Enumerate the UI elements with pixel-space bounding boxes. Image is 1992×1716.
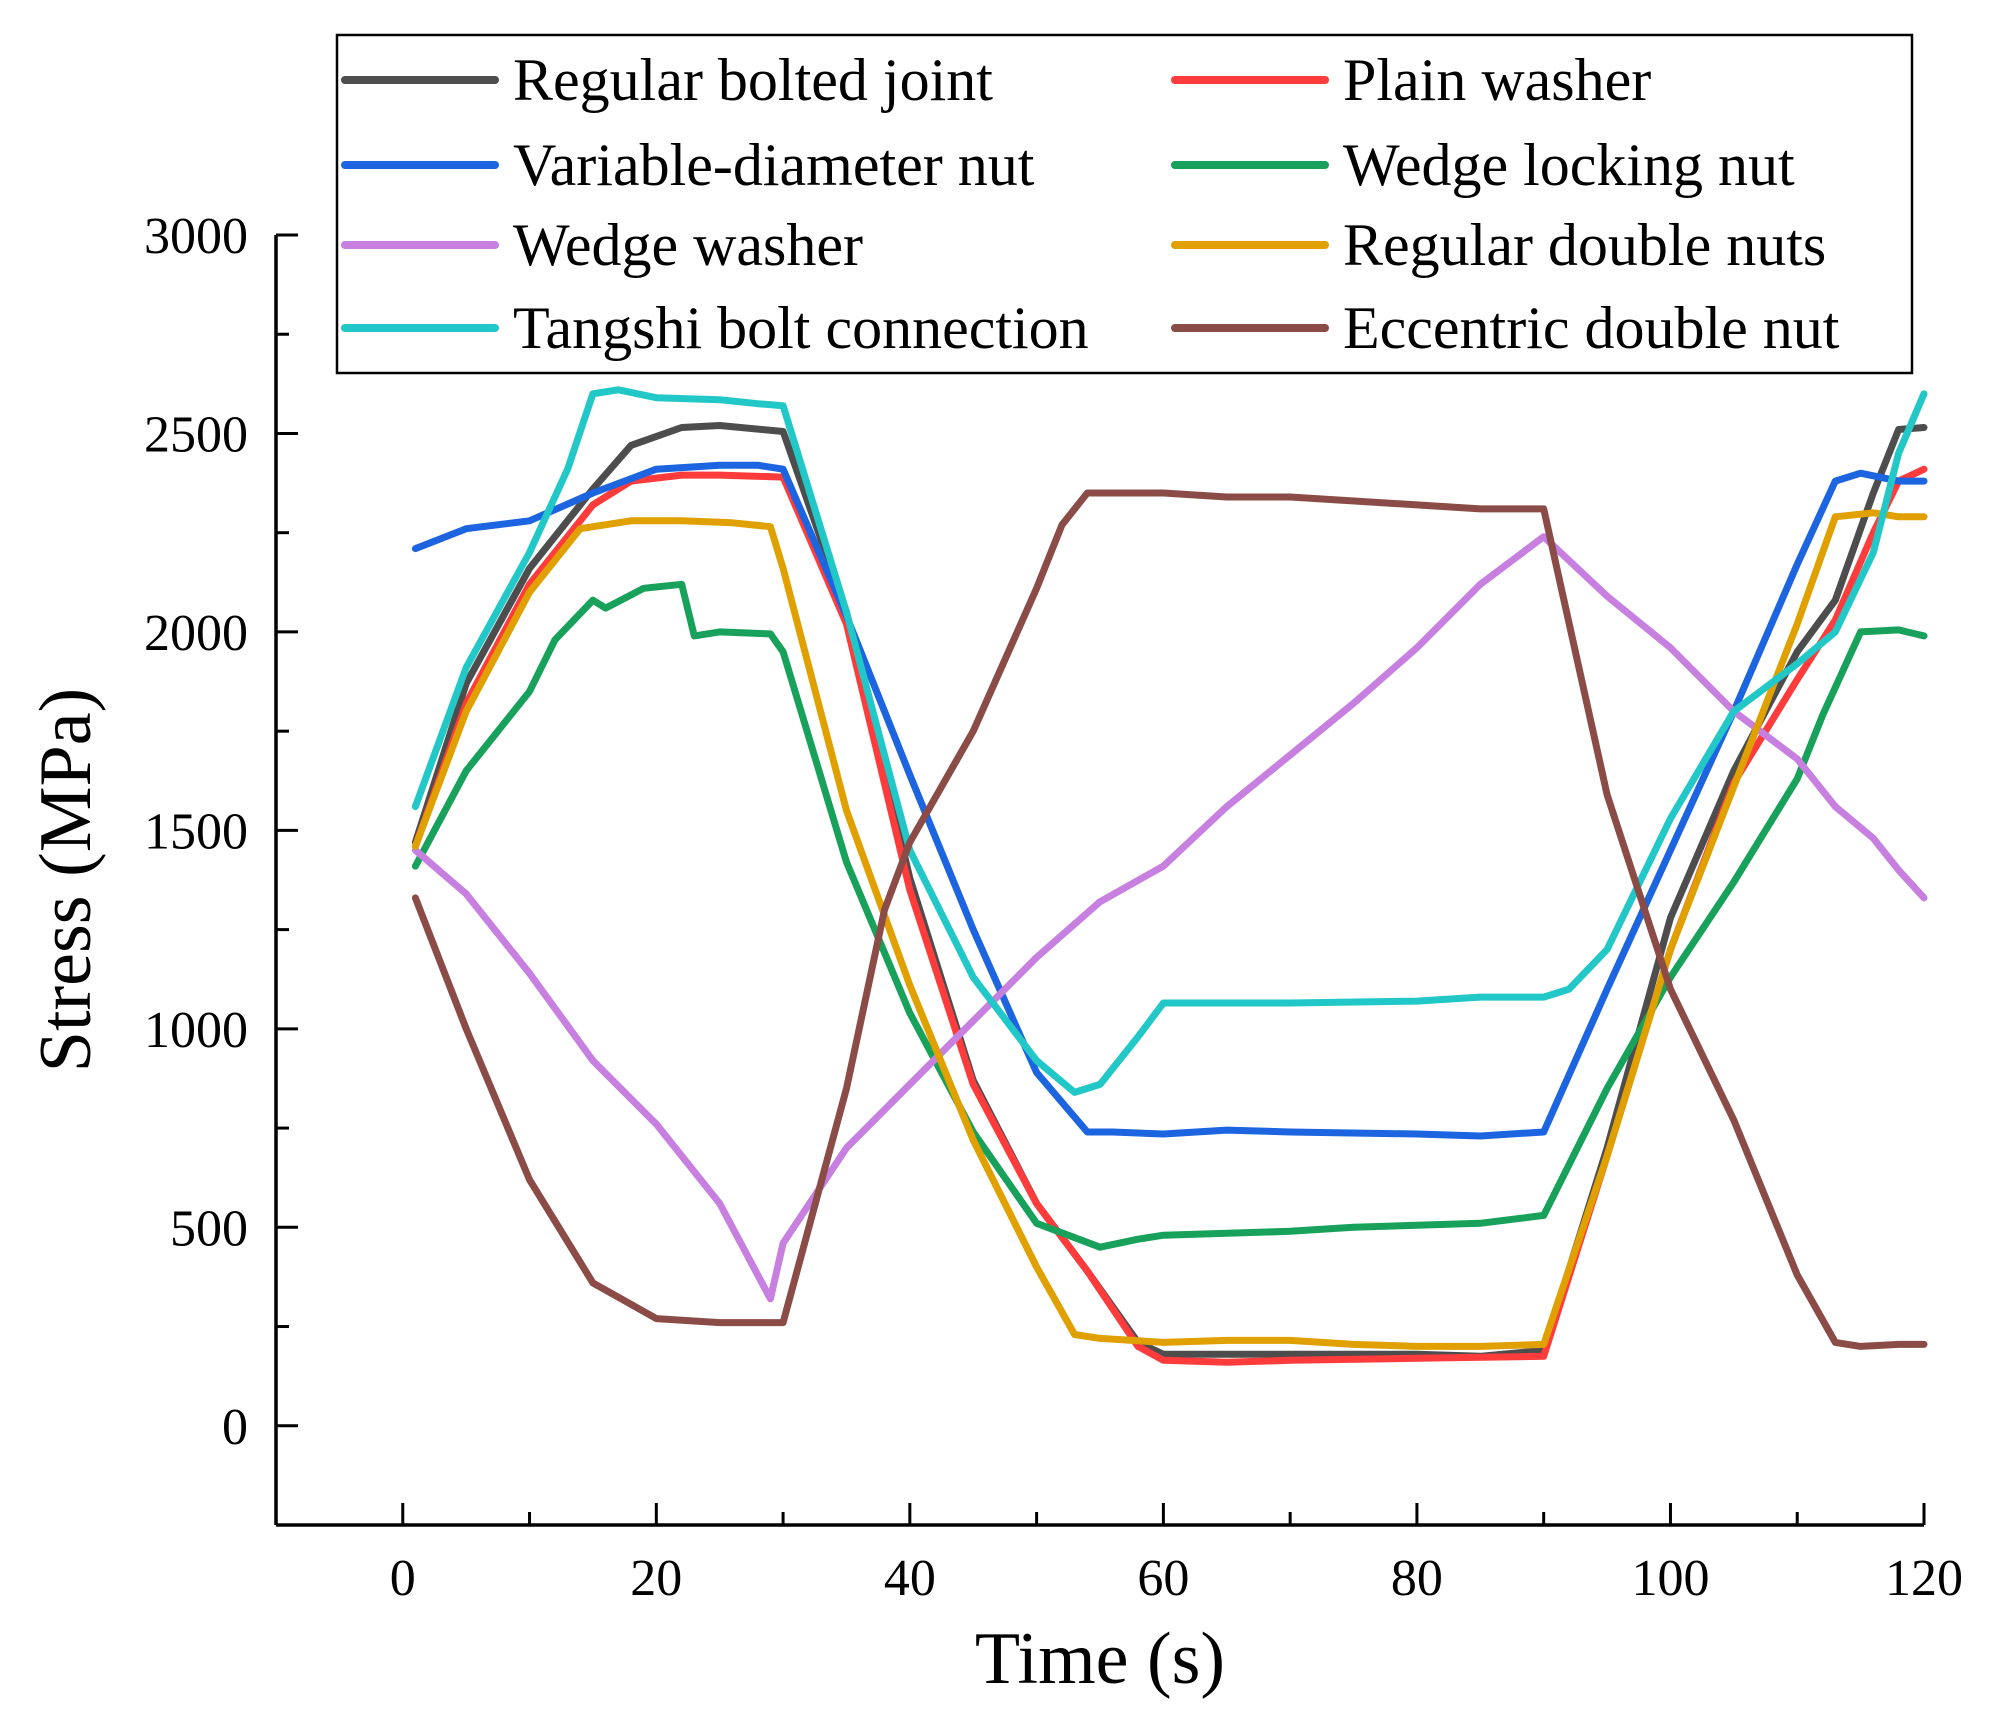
x-tick-label: 120 <box>1885 1550 1963 1607</box>
series-line-eccentric-double-nut <box>411 489 1928 1350</box>
legend-item-variable-diameter-nut: Variable-diameter nut <box>341 132 1035 198</box>
x-tick-label: 60 <box>1137 1550 1189 1607</box>
legend-label: Wedge washer <box>513 212 863 278</box>
legend-label: Tangshi bolt connection <box>513 295 1089 361</box>
series-line-tangshi-bolt-connection <box>411 386 1928 1096</box>
series-lines <box>411 386 1928 1366</box>
legend-item-wedge-washer: Wedge washer <box>341 212 863 278</box>
x-tick-label: 100 <box>1631 1550 1709 1607</box>
axes: 0 20 40 60 80 100 120 0 500 1000 1500 2000 2500 3000 T… <box>25 208 1963 1700</box>
series-line-regular-bolted-joint <box>411 422 1928 1360</box>
y-axis-title: Stress (MPa) <box>25 688 107 1072</box>
y-tick-label: 2500 <box>144 406 248 463</box>
legend-label: Wedge locking nut <box>1343 132 1795 198</box>
y-tick-label: 0 <box>222 1399 248 1456</box>
y-tick-label: 500 <box>170 1200 248 1257</box>
y-tick-label: 2000 <box>144 605 248 662</box>
legend-item-plain-washer: Plain washer <box>1171 47 1651 113</box>
series-line-plain-washer <box>411 465 1928 1366</box>
x-tick-label: 40 <box>884 1550 936 1607</box>
legend-label: Eccentric double nut <box>1343 295 1840 361</box>
series-line-wedge-locking-nut <box>411 580 1928 1251</box>
legend-item-regular-bolted-joint: Regular bolted joint <box>341 47 993 113</box>
y-tick-label: 1500 <box>144 803 248 860</box>
series-line-wedge-washer <box>411 533 1928 1303</box>
x-tick-label: 0 <box>390 1550 416 1607</box>
legend-label: Plain washer <box>1343 47 1651 113</box>
x-axis-title: Time (s) <box>975 1618 1225 1700</box>
legend-item-tangshi-bolt-connection: Tangshi bolt connection <box>341 295 1089 361</box>
legend-label: Regular bolted joint <box>513 47 993 113</box>
series-line-regular-double-nuts <box>411 509 1928 1350</box>
legend-box <box>335 33 1914 375</box>
x-tick-label: 20 <box>630 1550 682 1607</box>
legend-label: Variable-diameter nut <box>513 132 1035 198</box>
y-tick-label: 3000 <box>144 208 248 265</box>
legend-label: Regular double nuts <box>1343 212 1826 278</box>
legend: Regular bolted joint Plain washer Variable… <box>335 33 1914 375</box>
legend-item-wedge-locking-nut: Wedge locking nut <box>1171 132 1795 198</box>
y-tick-label: 1000 <box>144 1002 248 1059</box>
legend-item-eccentric-double-nut: Eccentric double nut <box>1171 295 1840 361</box>
x-tick-label: 80 <box>1391 1550 1443 1607</box>
legend-item-regular-double-nuts: Regular double nuts <box>1171 212 1826 278</box>
series-line-variable-diameter-nut <box>411 461 1928 1140</box>
